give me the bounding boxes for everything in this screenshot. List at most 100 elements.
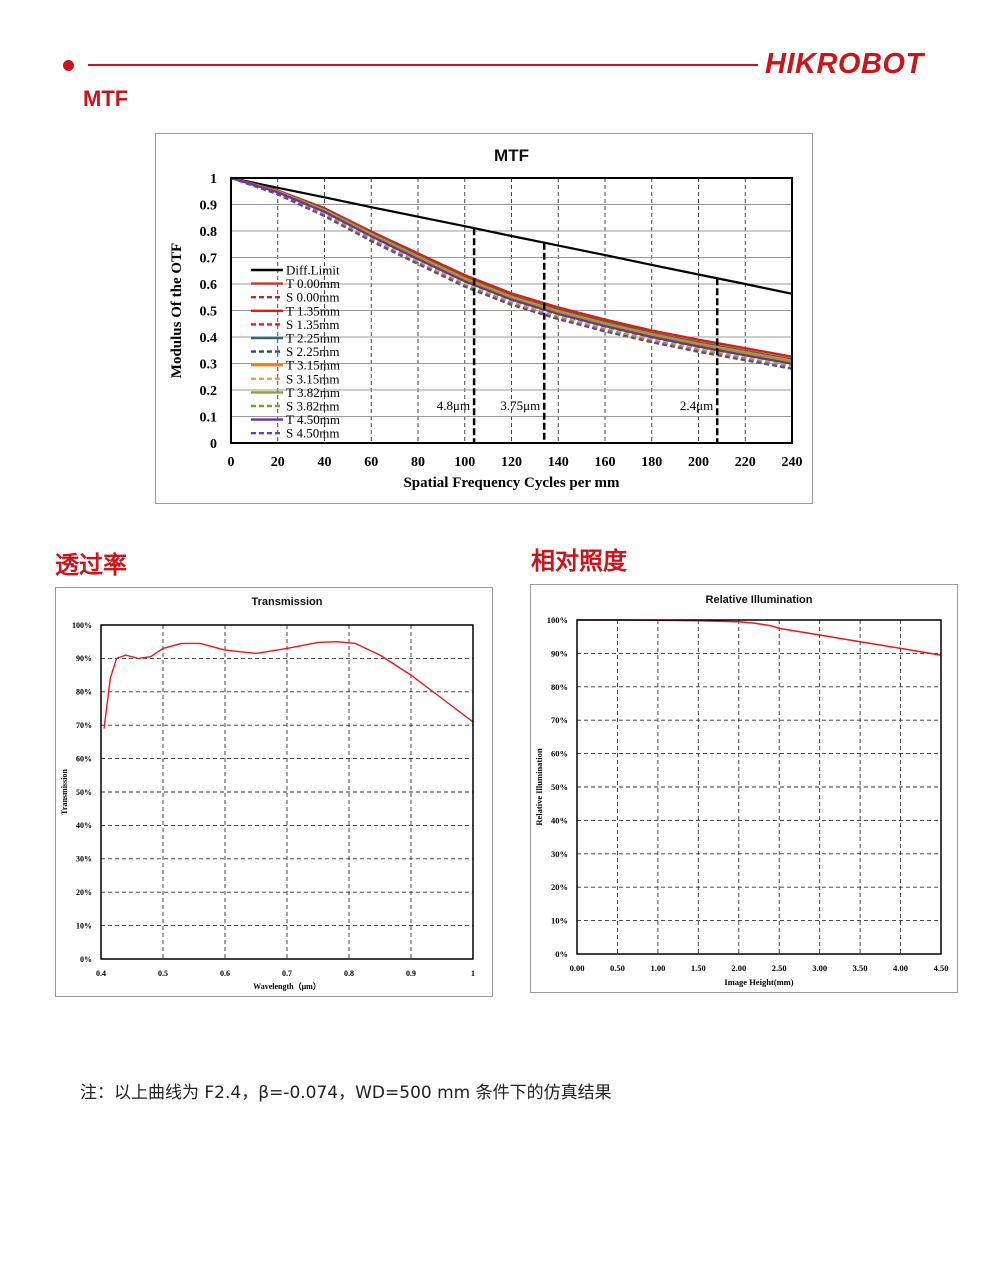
y-tick-label: 0% <box>80 955 92 964</box>
y-tick-label: 0.2 <box>200 384 218 399</box>
x-tick-label: 2.50 <box>772 963 787 973</box>
series-line-12 <box>230 176 793 365</box>
legend-entry-8: T 3.15mm <box>286 358 340 373</box>
x-tick-label: 4.50 <box>934 963 949 973</box>
y-tick-label: 20% <box>76 888 92 897</box>
y-tick-label: 20% <box>551 882 568 892</box>
x-tick-label: 80 <box>411 455 425 470</box>
x-tick-label: 4.00 <box>893 963 908 973</box>
x-tick-label: 0.5 <box>158 969 168 978</box>
x-tick-label: 160 <box>595 455 616 470</box>
x-tick-label: 1.50 <box>691 963 706 973</box>
y-tick-label: 30% <box>551 849 568 859</box>
y-tick-label: 10% <box>551 916 568 926</box>
x-tick-label: 0 <box>228 455 235 470</box>
legend-entry-5: S 1.35mm <box>286 317 339 332</box>
x-tick-label: 0.9 <box>406 969 416 978</box>
x-tick-label: 220 <box>735 455 756 470</box>
legend-entry-12: T 4.50mm <box>286 412 340 427</box>
x-tick-label: 200 <box>688 455 709 470</box>
header-dot <box>63 60 74 71</box>
y-tick-label: 1 <box>210 172 217 187</box>
x-tick-label: 180 <box>641 455 662 470</box>
x-tick-label: 240 <box>782 455 803 470</box>
y-tick-label: 90% <box>551 648 568 658</box>
series-line-1 <box>230 176 793 295</box>
y-tick-label: 80% <box>551 682 568 692</box>
series-line-13 <box>230 176 793 370</box>
legend-entry-7: S 2.25mm <box>286 344 339 359</box>
y-tick-label: 0.9 <box>200 198 218 213</box>
y-axis-label: Transmission <box>60 769 69 815</box>
y-tick-label: 0.5 <box>200 304 218 319</box>
plot-border <box>230 177 793 444</box>
x-tick-label: 0.4 <box>96 969 106 978</box>
y-tick-label: 100% <box>72 621 92 630</box>
legend-entry-4: T 1.35mm <box>286 303 340 318</box>
y-tick-label: 0.8 <box>200 225 218 240</box>
y-tick-label: 50% <box>76 788 92 797</box>
y-tick-label: 50% <box>551 782 568 792</box>
y-tick-label: 0% <box>555 949 568 959</box>
legend-entry-10: T 3.82mm <box>286 385 340 400</box>
y-tick-label: 40% <box>76 821 92 830</box>
x-tick-label: 0.7 <box>282 969 292 978</box>
x-tick-label: 60 <box>364 455 378 470</box>
x-tick-label: 120 <box>501 455 522 470</box>
y-axis-label: Relative Illumination <box>534 748 544 825</box>
y-tick-label: 90% <box>76 654 92 663</box>
y-tick-label: 100% <box>547 615 568 625</box>
section-title-mtf: MTF <box>83 86 129 111</box>
y-tick-label: 0.6 <box>200 278 218 293</box>
legend-entry-9: S 3.15mm <box>286 371 339 386</box>
y-tick-label: 10% <box>76 921 92 930</box>
series-line-1 <box>103 641 474 729</box>
legend-entry-3: S 0.00mm <box>286 290 339 305</box>
chart-frame <box>155 133 813 504</box>
y-tick-label: 0 <box>210 437 217 452</box>
simulation-note: 注：以上曲线为 F2.4，β=-0.074，WD=500 mm 条件下的仿真结果 <box>80 1083 612 1103</box>
x-tick-label: 3.00 <box>812 963 827 973</box>
x-tick-label: 100 <box>454 455 475 470</box>
legend-entry-6: T 2.25mm <box>286 331 340 346</box>
x-tick-label: 1.00 <box>650 963 665 973</box>
y-tick-label: 80% <box>76 688 92 697</box>
y-tick-label: 0.3 <box>200 357 218 372</box>
x-axis-label: Image Height(mm) <box>724 977 793 987</box>
chart-frame <box>530 584 958 993</box>
transmission-chart: 0.4 0.5 0.6 0.7 0.8 0.9 10%10%20%30%40%50%60%7… <box>55 587 493 997</box>
y-tick-label: 70% <box>76 721 92 730</box>
section-title-illumination: 相对照度 <box>531 547 627 575</box>
x-tick-label: 3.50 <box>853 963 868 973</box>
section-title-transmission: 透过率 <box>55 551 127 579</box>
mtf-chart: 0 20 40 60 80 100 120 140 160 180 200 220 240 0 0.1 0.2… <box>155 133 813 504</box>
chart-title: MTF <box>494 146 529 165</box>
chart-title: Relative Illumination <box>706 594 813 606</box>
y-tick-label: 0.7 <box>200 251 218 266</box>
x-tick-label: 2.00 <box>731 963 746 973</box>
y-tick-label: 60% <box>551 749 568 759</box>
y-tick-label: 60% <box>76 754 92 763</box>
hikrobot-logo: HIKROBOT <box>765 48 924 80</box>
x-axis-label: Wavelength（μm） <box>253 981 321 991</box>
y-tick-label: 30% <box>76 855 92 864</box>
y-tick-label: 0.1 <box>200 410 218 425</box>
x-tick-label: 0.00 <box>570 963 585 973</box>
legend-entry-1: Diff.Limit <box>286 263 340 278</box>
resolution-marker-label: 4.8μm <box>437 398 470 413</box>
x-tick-label: 0.6 <box>220 969 230 978</box>
y-tick-label: 40% <box>551 815 568 825</box>
resolution-marker-label: 2.4μm <box>680 398 713 413</box>
y-tick-label: 0.4 <box>200 331 218 346</box>
x-tick-label: 1 <box>471 969 475 978</box>
x-tick-label: 0.8 <box>344 969 354 978</box>
resolution-marker-label: 3.75μm <box>500 398 540 413</box>
legend-entry-13: S 4.50mm <box>286 426 339 441</box>
x-tick-label: 140 <box>548 455 569 470</box>
x-tick-label: 0.50 <box>610 963 625 973</box>
x-axis-label: Spatial Frequency Cycles per mm <box>403 475 620 491</box>
y-axis-label: Modulus Of the OTF <box>169 243 185 378</box>
relative-illumination-chart: 0.00 0.50 1.00 1.50 2.00 2.50 3.00 3.50 4.00 4.50… <box>530 584 958 993</box>
header-line <box>88 64 758 66</box>
plot-border <box>576 619 942 955</box>
